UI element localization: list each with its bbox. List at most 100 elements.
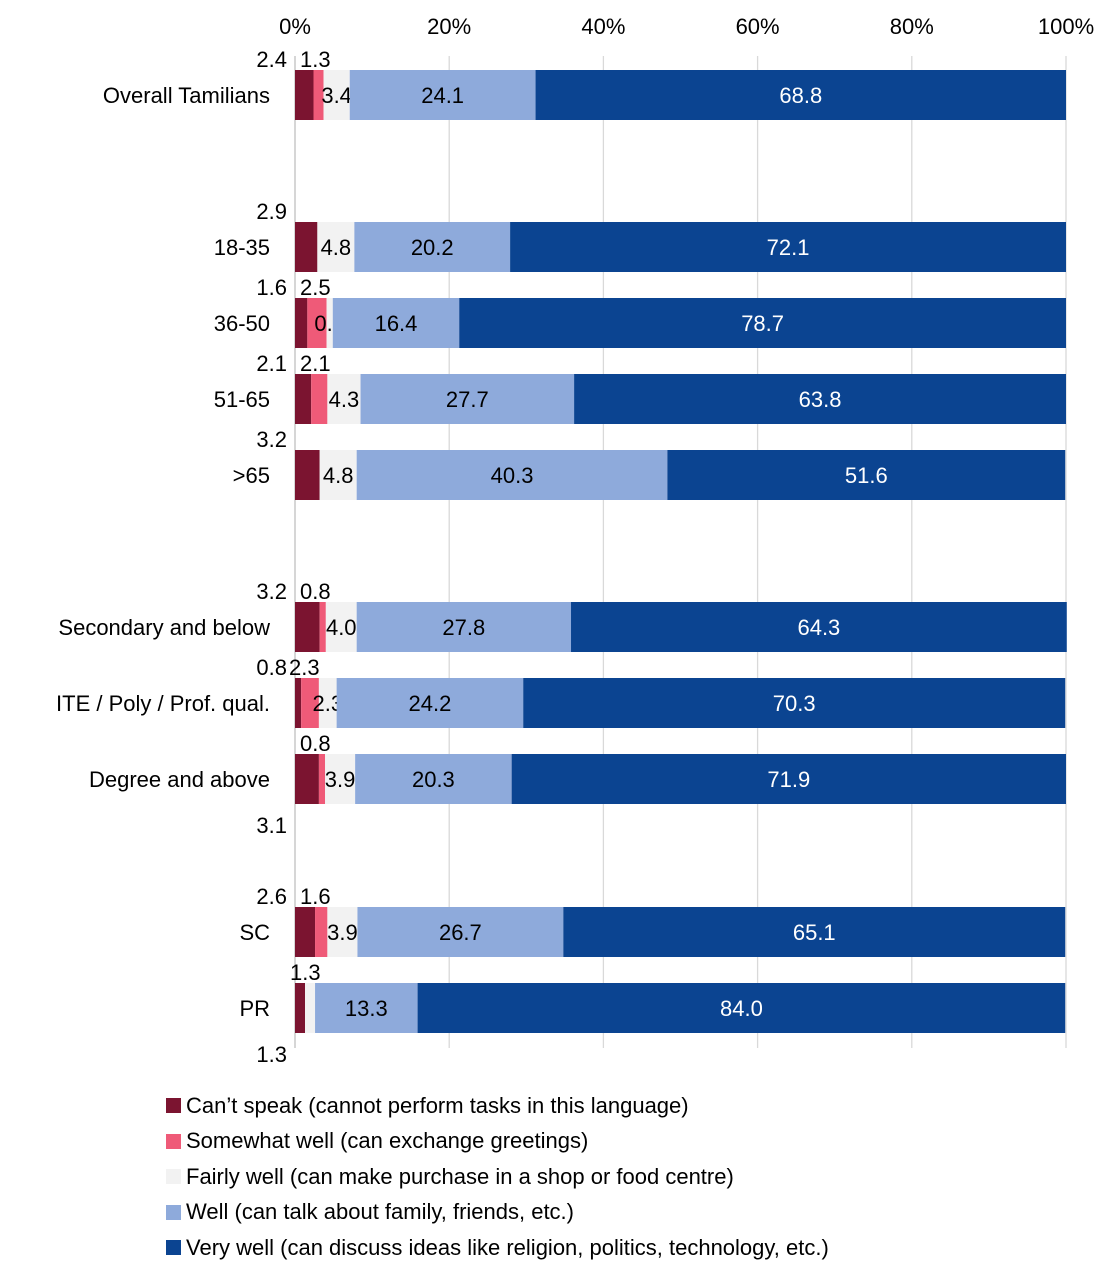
legend-swatch	[166, 1169, 181, 1185]
category-label: Secondary and below	[58, 615, 270, 640]
bar-segment	[510, 222, 1066, 272]
data-label: 51.6	[845, 463, 888, 488]
bar-segment	[535, 70, 1066, 120]
bar-segment	[354, 222, 511, 272]
x-tick-label: 60%	[736, 14, 780, 39]
bar-segment	[295, 222, 318, 272]
bar-segment	[357, 907, 564, 957]
data-label: 0.8	[256, 655, 287, 680]
category-label: Overall Tamilians	[103, 83, 270, 108]
legend-item: Somewhat well (can exchange greetings)	[166, 1124, 829, 1160]
legend-swatch	[166, 1204, 181, 1220]
data-label: 1.3	[256, 1042, 287, 1067]
bar-segment	[417, 983, 1066, 1033]
bar-segment	[295, 70, 314, 120]
data-label: 4.8	[321, 235, 352, 260]
bar-segment	[311, 374, 328, 424]
bar-segment	[295, 298, 308, 348]
legend-item: Very well (can discuss ideas like religi…	[166, 1230, 829, 1266]
data-label: 0.8	[300, 731, 331, 756]
bar-segment	[315, 907, 328, 957]
category-label: 36-50	[214, 311, 270, 336]
bar-segment	[319, 450, 357, 500]
data-label: 3.2	[256, 427, 287, 452]
bar-segment	[295, 678, 302, 728]
bar-segment	[459, 298, 1066, 348]
category-label: SC	[239, 920, 270, 945]
bar-segment	[523, 678, 1066, 728]
data-label: 3.4	[321, 83, 352, 108]
bar-segment	[295, 907, 316, 957]
data-label: 40.3	[491, 463, 534, 488]
data-label: 27.8	[442, 615, 485, 640]
bar-segment	[307, 298, 327, 348]
bar-segment	[355, 754, 512, 804]
category-label: 51-65	[214, 387, 270, 412]
bar-segment	[305, 983, 316, 1033]
bar-segment	[327, 907, 358, 957]
data-label: 72.1	[767, 235, 810, 260]
bar-segment	[295, 754, 319, 804]
bar-segment	[327, 374, 361, 424]
bar-segment	[323, 70, 350, 120]
bar-segment	[313, 70, 324, 120]
bar-segment	[356, 450, 668, 500]
legend-label: Somewhat well (can exchange greetings)	[186, 1128, 589, 1154]
legend-label: Fairly well (can make purchase in a shop…	[186, 1163, 734, 1189]
bar-segment	[319, 602, 326, 652]
bar-segment	[356, 602, 572, 652]
bar-segment	[318, 754, 326, 804]
data-label: 2.4	[256, 47, 287, 72]
bar-segment	[317, 222, 355, 272]
data-label: 63.8	[799, 387, 842, 412]
data-label: 3.2	[256, 579, 287, 604]
data-label: 2.5	[300, 275, 331, 300]
bar-segment	[325, 602, 357, 652]
data-label: 20.2	[411, 235, 454, 260]
legend-swatch	[166, 1098, 181, 1114]
bar-segment	[332, 298, 460, 348]
x-tick-label: 80%	[890, 14, 934, 39]
chart-legend: Can’t speak (cannot perform tasks in thi…	[166, 1088, 829, 1266]
data-label: 2.6	[256, 884, 287, 909]
category-label: PR	[239, 996, 270, 1021]
category-label: 18-35	[214, 235, 270, 260]
data-label: 1.6	[300, 884, 331, 909]
bar-segment	[315, 983, 418, 1033]
bar-segment	[295, 450, 320, 500]
category-label: Degree and above	[89, 767, 270, 792]
bar-segment	[301, 678, 319, 728]
data-label: 0.8	[300, 579, 331, 604]
legend-item: Fairly well (can make purchase in a shop…	[166, 1159, 829, 1195]
legend-swatch	[166, 1133, 181, 1149]
data-label: 78.7	[741, 311, 784, 336]
data-label: 1.3	[290, 960, 321, 985]
data-label: 84.0	[720, 996, 763, 1021]
category-label: >65	[233, 463, 270, 488]
bar-segment	[295, 602, 320, 652]
bar-segment	[349, 70, 536, 120]
data-label: 4.0	[326, 615, 357, 640]
data-label: 16.4	[375, 311, 418, 336]
legend-label: Very well (can discuss ideas like religi…	[186, 1234, 829, 1260]
data-label: 13.3	[345, 996, 388, 1021]
legend-item: Well (can talk about family, friends, et…	[166, 1195, 829, 1231]
category-label: ITE / Poly / Prof. qual.	[56, 691, 270, 716]
x-tick-label: 0%	[279, 14, 311, 39]
data-label: 4.8	[323, 463, 354, 488]
bar-segment	[571, 602, 1067, 652]
chart-plot: 0% 20% 40% 60% 80% 100% Overall Tamilians 2.4 1.…	[56, 14, 1094, 1067]
bar-segment	[667, 450, 1066, 500]
bar-segment	[574, 374, 1066, 424]
bar-segment	[326, 298, 333, 348]
bar-segment	[360, 374, 575, 424]
data-label: 1.6	[256, 275, 287, 300]
legend-label: Well (can talk about family, friends, et…	[186, 1199, 574, 1225]
bar-segment	[325, 754, 356, 804]
data-label: 68.8	[779, 83, 822, 108]
data-label: 24.1	[421, 83, 464, 108]
data-label: 3.9	[327, 920, 358, 945]
data-label: 4.3	[329, 387, 360, 412]
bar-segment	[563, 907, 1066, 957]
